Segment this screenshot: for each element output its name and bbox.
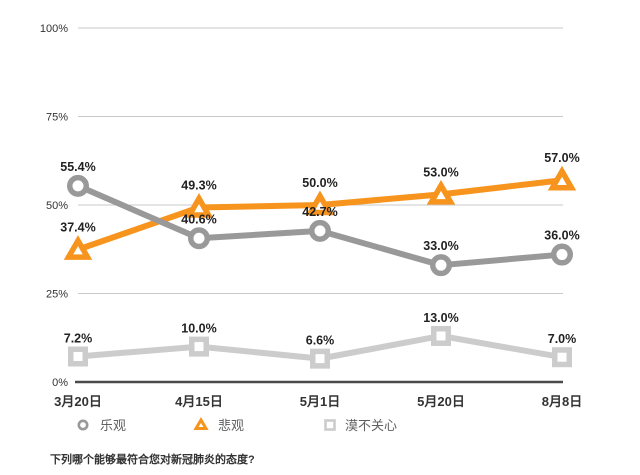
optimistic-value-label-2: 42.7%	[302, 205, 337, 219]
optimistic-value-label-3: 33.0%	[423, 239, 458, 253]
series-optimistic: 55.4% 40.6% 42.7% 33.0% 36.0%	[60, 160, 580, 277]
optimistic-value-label-4: 36.0%	[544, 229, 579, 243]
legend-item-indifferent: 漠不关心	[324, 418, 397, 433]
indifferent-legend-label: 漠不关心	[345, 418, 397, 433]
indifferent-value-label-0: 7.2%	[64, 332, 93, 346]
indifferent-square-marker-4	[552, 347, 572, 368]
series-indifferent: 7.2% 10.0% 6.6% 13.0% 7.0%	[64, 311, 577, 369]
legend: 乐观 悲观 漠不关心	[77, 417, 397, 433]
optimistic-circle-marker-1	[188, 227, 210, 250]
pessimistic-value-label-2: 50.0%	[302, 176, 337, 190]
legend-item-pessimistic: 悲观	[193, 417, 244, 433]
pessimistic-value-label-3: 53.0%	[423, 165, 458, 179]
optimistic-value-label-1: 40.6%	[181, 212, 216, 226]
optimistic-legend-label: 乐观	[100, 418, 126, 433]
pessimistic-value-label-1: 49.3%	[181, 178, 216, 192]
indifferent-square-marker-3	[431, 325, 451, 346]
y-axis-tick-label-100: 100%	[40, 23, 68, 35]
optimistic-circle-marker-0	[67, 174, 89, 197]
pessimistic-triangle-marker-0	[63, 235, 93, 260]
optimistic-legend-circle-icon	[77, 419, 89, 431]
optimistic-value-label-0: 55.4%	[60, 160, 95, 174]
x-axis-tick-label-2: 5月1日	[300, 394, 340, 409]
optimistic-circle-marker-3	[430, 254, 452, 277]
indifferent-value-label-2: 6.6%	[306, 334, 335, 348]
indifferent-square-marker-0	[68, 346, 88, 367]
y-axis-tick-label-0: 0%	[52, 377, 68, 389]
x-axis-tick-label-0: 3月20日	[54, 394, 102, 409]
pessimistic-value-label-0: 37.4%	[60, 221, 95, 235]
indifferent-legend-square-icon	[324, 419, 336, 431]
pessimistic-triangle-marker-3	[426, 179, 456, 205]
x-axis-tick-label-3: 5月20日	[417, 394, 465, 409]
indifferent-value-label-4: 7.0%	[548, 332, 577, 346]
pessimistic-value-label-4: 57.0%	[544, 151, 579, 165]
x-axis-tick-label-4: 8月8日	[542, 394, 582, 409]
legend-item-optimistic: 乐观	[77, 418, 126, 433]
indifferent-value-label-1: 10.0%	[181, 322, 216, 336]
pessimistic-triangle-marker-2	[305, 190, 335, 216]
pessimistic-legend-triangle-icon	[193, 417, 209, 430]
indifferent-square-marker-2	[310, 348, 330, 369]
optimistic-circle-marker-2	[309, 219, 331, 242]
survey-question-caption: 下列哪个能够最符合您对新冠肺炎的态度?	[50, 454, 255, 466]
y-axis-tick-label-25: 25%	[46, 289, 68, 301]
pessimistic-triangle-marker-1	[184, 192, 214, 218]
indifferent-value-label-3: 13.0%	[423, 311, 458, 325]
pessimistic-legend-label: 悲观	[218, 418, 244, 433]
pessimistic-triangle-marker-4	[547, 165, 577, 191]
x-axis-tick-label-1: 4月15日	[175, 394, 223, 409]
y-axis-tick-label-50: 50%	[46, 200, 68, 212]
optimistic-circle-marker-4	[551, 243, 573, 266]
indifferent-square-marker-1	[189, 336, 209, 357]
y-axis-tick-label-75: 75%	[46, 112, 68, 124]
